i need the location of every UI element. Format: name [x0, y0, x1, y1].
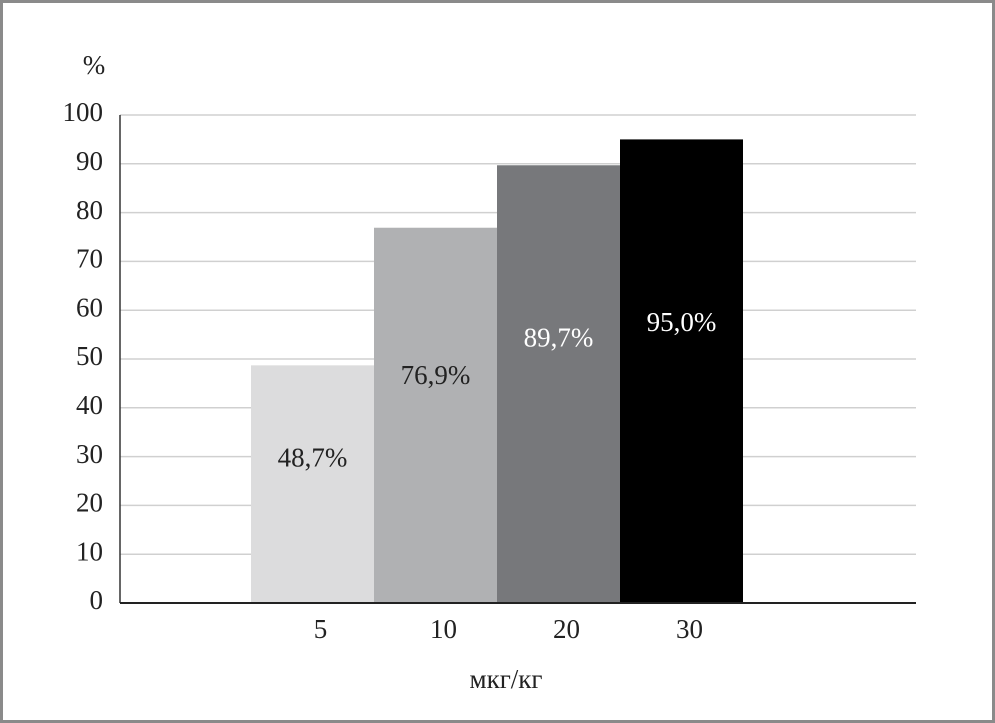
value-label: 48,7%	[278, 443, 348, 473]
value-label: 76,9%	[401, 360, 471, 390]
y-tick-label: 0	[90, 585, 104, 615]
x-tick-label: 10	[430, 614, 457, 644]
bar	[374, 227, 497, 603]
bar	[620, 139, 743, 603]
bar	[251, 365, 374, 603]
x-tick-label: 20	[553, 614, 580, 644]
y-tick-label: 10	[76, 536, 103, 566]
y-tick-label: 90	[76, 146, 103, 176]
y-tick-label: 20	[76, 488, 103, 518]
value-label: 95,0%	[647, 307, 717, 337]
x-tick-label: 30	[676, 614, 703, 644]
y-tick-label: 50	[76, 341, 103, 371]
y-tick-label: 100	[63, 97, 104, 127]
x-tick-label: 5	[314, 614, 328, 644]
y-tick-label: 70	[76, 244, 103, 274]
y-tick-label: 40	[76, 390, 103, 420]
y-axis-label: %	[83, 50, 106, 80]
bar	[497, 165, 620, 603]
value-label: 89,7%	[524, 323, 594, 353]
y-tick-label: 30	[76, 439, 103, 469]
y-tick-label: 80	[76, 195, 103, 225]
x-axis-label: мкг/кг	[470, 664, 543, 694]
y-tick-label: 60	[76, 292, 103, 322]
